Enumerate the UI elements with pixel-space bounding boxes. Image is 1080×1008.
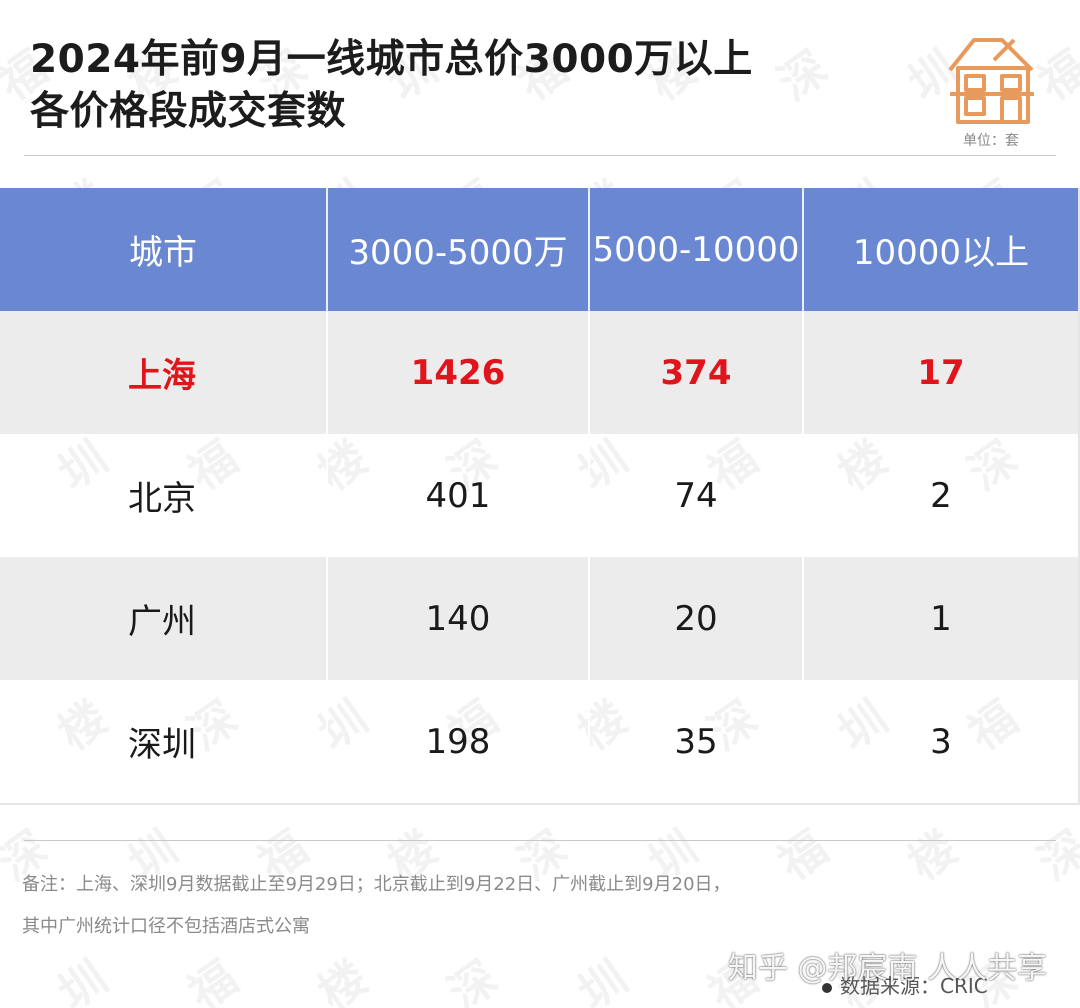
header-cell-5000-10000: 5000-10000 bbox=[590, 188, 804, 311]
table-cell-city: 广州 bbox=[0, 557, 328, 680]
watermark-glyph: 深 bbox=[438, 950, 508, 1008]
table-cell-value: 1 bbox=[930, 598, 952, 639]
footnote-line-1: 备注：上海、深圳9月数据截止至9月29日；北京截止到9月22日、广州截止到9月2… bbox=[22, 874, 731, 895]
watermark-glyph: 圳 bbox=[48, 950, 118, 1008]
table-row-shenzhen: 深圳 198 35 3 bbox=[0, 680, 1078, 803]
table-cell-value: 2 bbox=[930, 475, 952, 516]
table-cell-value: 3 bbox=[930, 721, 952, 762]
unit-label: 单位：套 bbox=[963, 133, 1019, 149]
table-cell-value: 17 bbox=[917, 352, 965, 393]
table-cell-city: 北京 bbox=[0, 434, 328, 557]
header-cell-10000-plus: 10000以上 bbox=[852, 233, 1030, 273]
data-source: 数据来源：CRIC bbox=[822, 970, 988, 999]
data-table: 城市 3000-5000万 5000-10000 10000以上 上海 1426… bbox=[0, 188, 1080, 805]
watermark-glyph: 深 bbox=[1028, 820, 1080, 891]
table-cell-value: 374 bbox=[590, 311, 804, 434]
footnote-line-2: 其中广州统计口径不包括酒店式公寓 bbox=[22, 916, 310, 937]
watermark-glyph: 圳 bbox=[568, 950, 638, 1008]
header-cell-3000-5000: 3000-5000万 bbox=[328, 188, 590, 311]
table-row-beijing: 北京 401 74 2 bbox=[0, 434, 1078, 557]
watermark-glyph: 福 bbox=[768, 820, 838, 891]
watermark-glyph: 楼 bbox=[308, 950, 378, 1008]
table-cell-value: 20 bbox=[590, 557, 804, 680]
bullet-icon bbox=[822, 982, 832, 993]
table-cell-city: 深圳 bbox=[0, 680, 328, 803]
platform-watermark: 知乎 @邦宸南 人人共享 bbox=[728, 951, 1048, 986]
divider-top bbox=[24, 155, 1056, 156]
chart-title: 2024年前9月一线城市总价3000万以上 各价格段成交套数 bbox=[30, 34, 910, 138]
table-cell-city: 上海 bbox=[0, 311, 328, 434]
table-cell-value: 198 bbox=[328, 680, 590, 803]
table-cell-value: 401 bbox=[328, 434, 590, 557]
table-cell-value: 74 bbox=[590, 434, 804, 557]
title-line-2: 各价格段成交套数 bbox=[30, 89, 347, 134]
table-cell-value: 35 bbox=[590, 680, 804, 803]
watermark-glyph: 福 bbox=[178, 950, 248, 1008]
title-line-1: 2024年前9月一线城市总价3000万以上 bbox=[30, 37, 753, 82]
divider-bottom bbox=[24, 840, 1056, 841]
table-cell-value: 140 bbox=[328, 557, 590, 680]
data-source-label: 数据来源：CRIC bbox=[840, 974, 988, 998]
table-header-row: 城市 3000-5000万 5000-10000 10000以上 bbox=[0, 188, 1078, 311]
house-icon bbox=[948, 38, 1034, 124]
header-cell-city: 城市 bbox=[0, 188, 328, 311]
table-row-guangzhou: 广州 140 20 1 bbox=[0, 557, 1078, 680]
table-row-shanghai: 上海 1426 374 17 bbox=[0, 311, 1078, 434]
table-cell-value: 1426 bbox=[328, 311, 590, 434]
watermark-glyph: 楼 bbox=[898, 820, 968, 891]
